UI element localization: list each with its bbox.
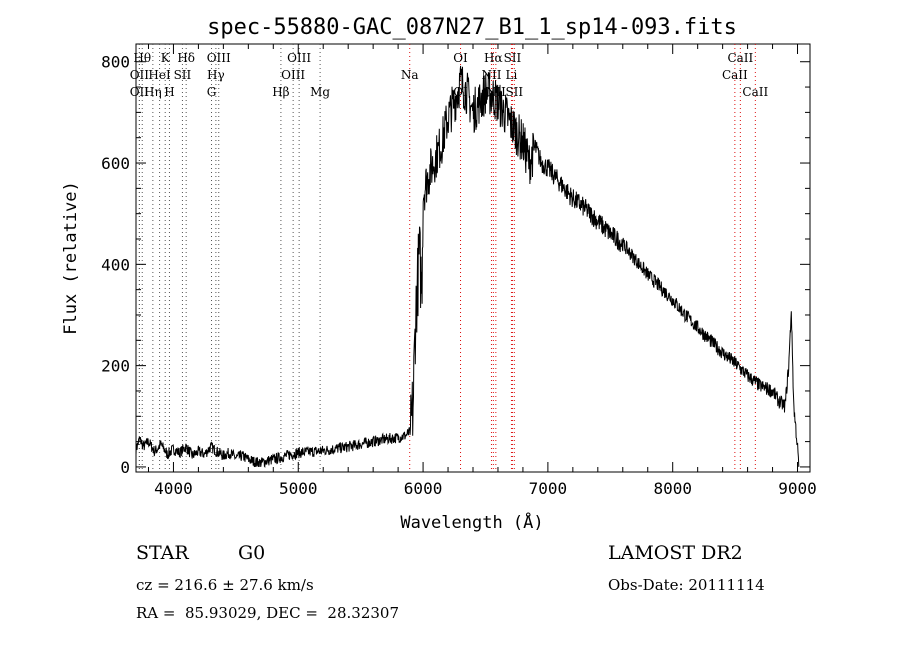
y-axis-label: Flux (relative) <box>61 181 81 335</box>
observation-date: Obs-Date: 20111114 <box>608 576 765 594</box>
spectral-line-label: Hα <box>484 51 503 65</box>
y-tick-label: 800 <box>101 53 130 72</box>
spectral-line-label: OII <box>130 85 150 99</box>
object-subclass: G0 <box>238 542 266 564</box>
y-axis-ticks: 0 200 400 600 800 <box>101 53 810 477</box>
spectral-line-label: OIII <box>287 51 311 65</box>
spectral-line-label: Na <box>401 68 419 82</box>
sky-coordinates: RA = 85.93029, DEC = 28.32307 <box>136 604 400 622</box>
spectral-line-label: OII <box>130 68 150 82</box>
spectral-line-label: NII <box>481 68 501 82</box>
y-tick-label: 0 <box>120 458 130 477</box>
line-markers <box>138 44 756 472</box>
spectral-line-label: K <box>161 51 171 65</box>
spectral-line-label: HeI <box>148 68 171 82</box>
line-labels: HθOIIOIIHηHeIKHSIIHδHγGOIIIHβOIIIOIIIMgN… <box>130 51 769 99</box>
spectral-line-label: Mg <box>310 85 330 99</box>
spectral-line-label: G <box>207 85 217 99</box>
spectral-line-label: SII <box>505 85 523 99</box>
x-axis-label: Wavelength (Å) <box>400 511 543 533</box>
x-axis-ticks: 4000 5000 6000 7000 8000 9000 <box>147 44 817 498</box>
spectral-line-label: Hγ <box>207 68 225 82</box>
spectral-line-label: OIII <box>281 68 305 82</box>
x-tick-label: 5000 <box>279 479 318 498</box>
spectral-line-label: SII <box>504 51 522 65</box>
y-tick-label: 400 <box>101 255 130 274</box>
spectral-line-label: OI <box>453 51 468 65</box>
spectral-line-label: CaII <box>722 68 748 82</box>
spectral-line-label: CaII <box>727 51 753 65</box>
redshift-cz: cz = 216.6 ± 27.6 km/s <box>136 576 314 594</box>
x-tick-label: 4000 <box>154 479 193 498</box>
x-tick-label: 7000 <box>529 479 568 498</box>
spectral-line-label: Hθ <box>133 51 151 65</box>
spectral-line-label: CaII <box>742 85 768 99</box>
survey-name: LAMOST DR2 <box>608 542 743 564</box>
spectral-line-label: H <box>164 85 174 99</box>
spectral-line-label: Hβ <box>272 85 289 99</box>
y-tick-label: 200 <box>101 357 130 376</box>
x-tick-label: 6000 <box>404 479 443 498</box>
x-tick-label: 8000 <box>653 479 692 498</box>
spectrum-line <box>135 65 800 469</box>
object-class: STAR <box>136 542 189 564</box>
spectral-line-label: Hδ <box>177 51 195 65</box>
spectral-line-label: OIII <box>207 51 231 65</box>
y-tick-label: 600 <box>101 154 130 173</box>
spectral-line-label: SII <box>174 68 192 82</box>
chart-title: spec-55880-GAC_087N27_B1_1_sp14-093.fits <box>207 15 737 40</box>
x-tick-label: 9000 <box>778 479 817 498</box>
spectral-line-label: Hη <box>144 85 162 99</box>
spectral-line-label: Li <box>506 68 518 82</box>
